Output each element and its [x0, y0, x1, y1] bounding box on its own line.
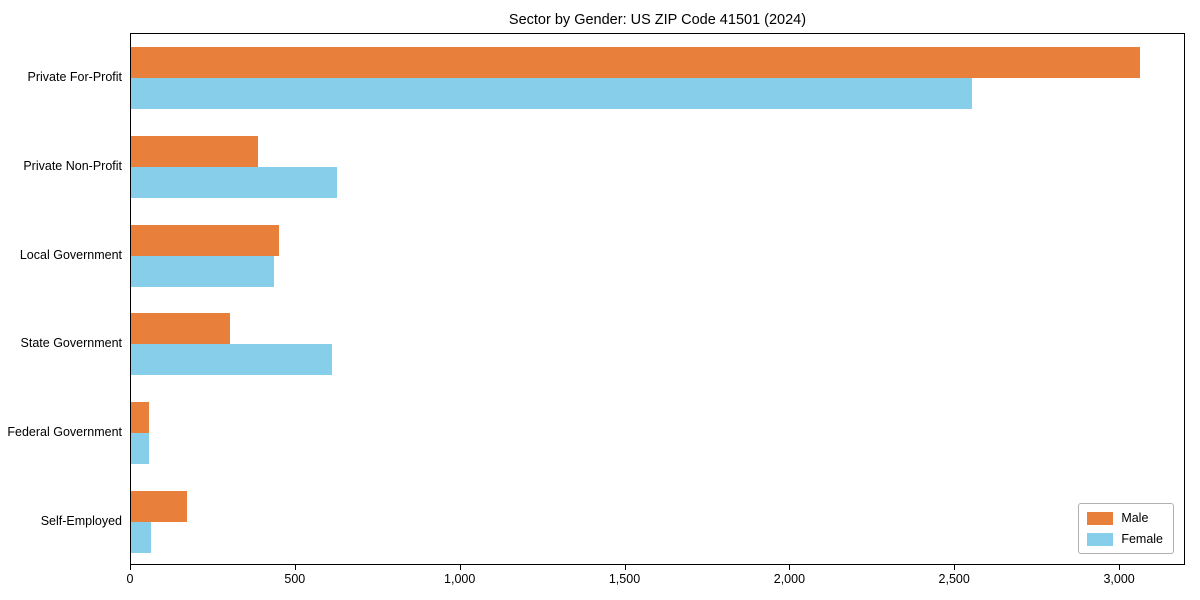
ytick-label-4: Federal Government	[7, 425, 122, 439]
xtick-mark-6	[1119, 565, 1121, 570]
xtick-mark-3	[624, 565, 626, 570]
xtick-label-4: 2,000	[773, 572, 806, 586]
chart-title: Sector by Gender: US ZIP Code 41501 (202…	[508, 12, 807, 28]
legend: Male Female	[1078, 503, 1174, 554]
bar-female-0	[131, 78, 972, 110]
legend-swatch-female	[1087, 532, 1114, 546]
xtick-label-2: 1,000	[444, 572, 476, 586]
xtick-mark-4	[789, 565, 791, 570]
ytick-label-5: Self-Employed	[40, 513, 122, 528]
legend-label-male: Male	[1121, 511, 1149, 525]
legend-label-female: Female	[1121, 532, 1163, 546]
bar-male-3	[131, 313, 230, 345]
bar-female-5	[131, 521, 151, 553]
bar-female-2	[131, 255, 275, 287]
bar-male-4	[131, 402, 150, 433]
plot-area: Male Female	[130, 33, 1185, 565]
bar-male-2	[131, 224, 280, 256]
bar-male-5	[131, 490, 187, 522]
legend-row-female: Female	[1087, 532, 1163, 546]
ytick-label-0: Private For-Profit	[27, 70, 122, 85]
bar-male-1	[131, 136, 258, 167]
bar-male-0	[131, 47, 1140, 79]
xtick-label-1: 500	[284, 572, 306, 586]
ytick-label-1: Private Non-Profit	[23, 159, 122, 173]
xtick-label-0: 0	[126, 572, 134, 586]
xtick-mark-5	[954, 565, 956, 570]
bar-female-3	[131, 344, 333, 376]
xtick-label-6: 3,000	[1103, 572, 1135, 586]
legend-row-male: Male	[1087, 511, 1163, 525]
ytick-label-2: Local Government	[19, 247, 122, 262]
xtick-label-3: 1,500	[608, 572, 641, 586]
xtick-mark-1	[294, 565, 296, 570]
xtick-mark-2	[459, 565, 461, 570]
bar-female-1	[131, 167, 338, 198]
xtick-label-5: 2,500	[938, 572, 970, 586]
legend-swatch-male	[1087, 511, 1114, 525]
xtick-mark-0	[130, 565, 131, 570]
ytick-label-3: State Government	[20, 336, 122, 351]
bar-female-4	[131, 433, 150, 464]
